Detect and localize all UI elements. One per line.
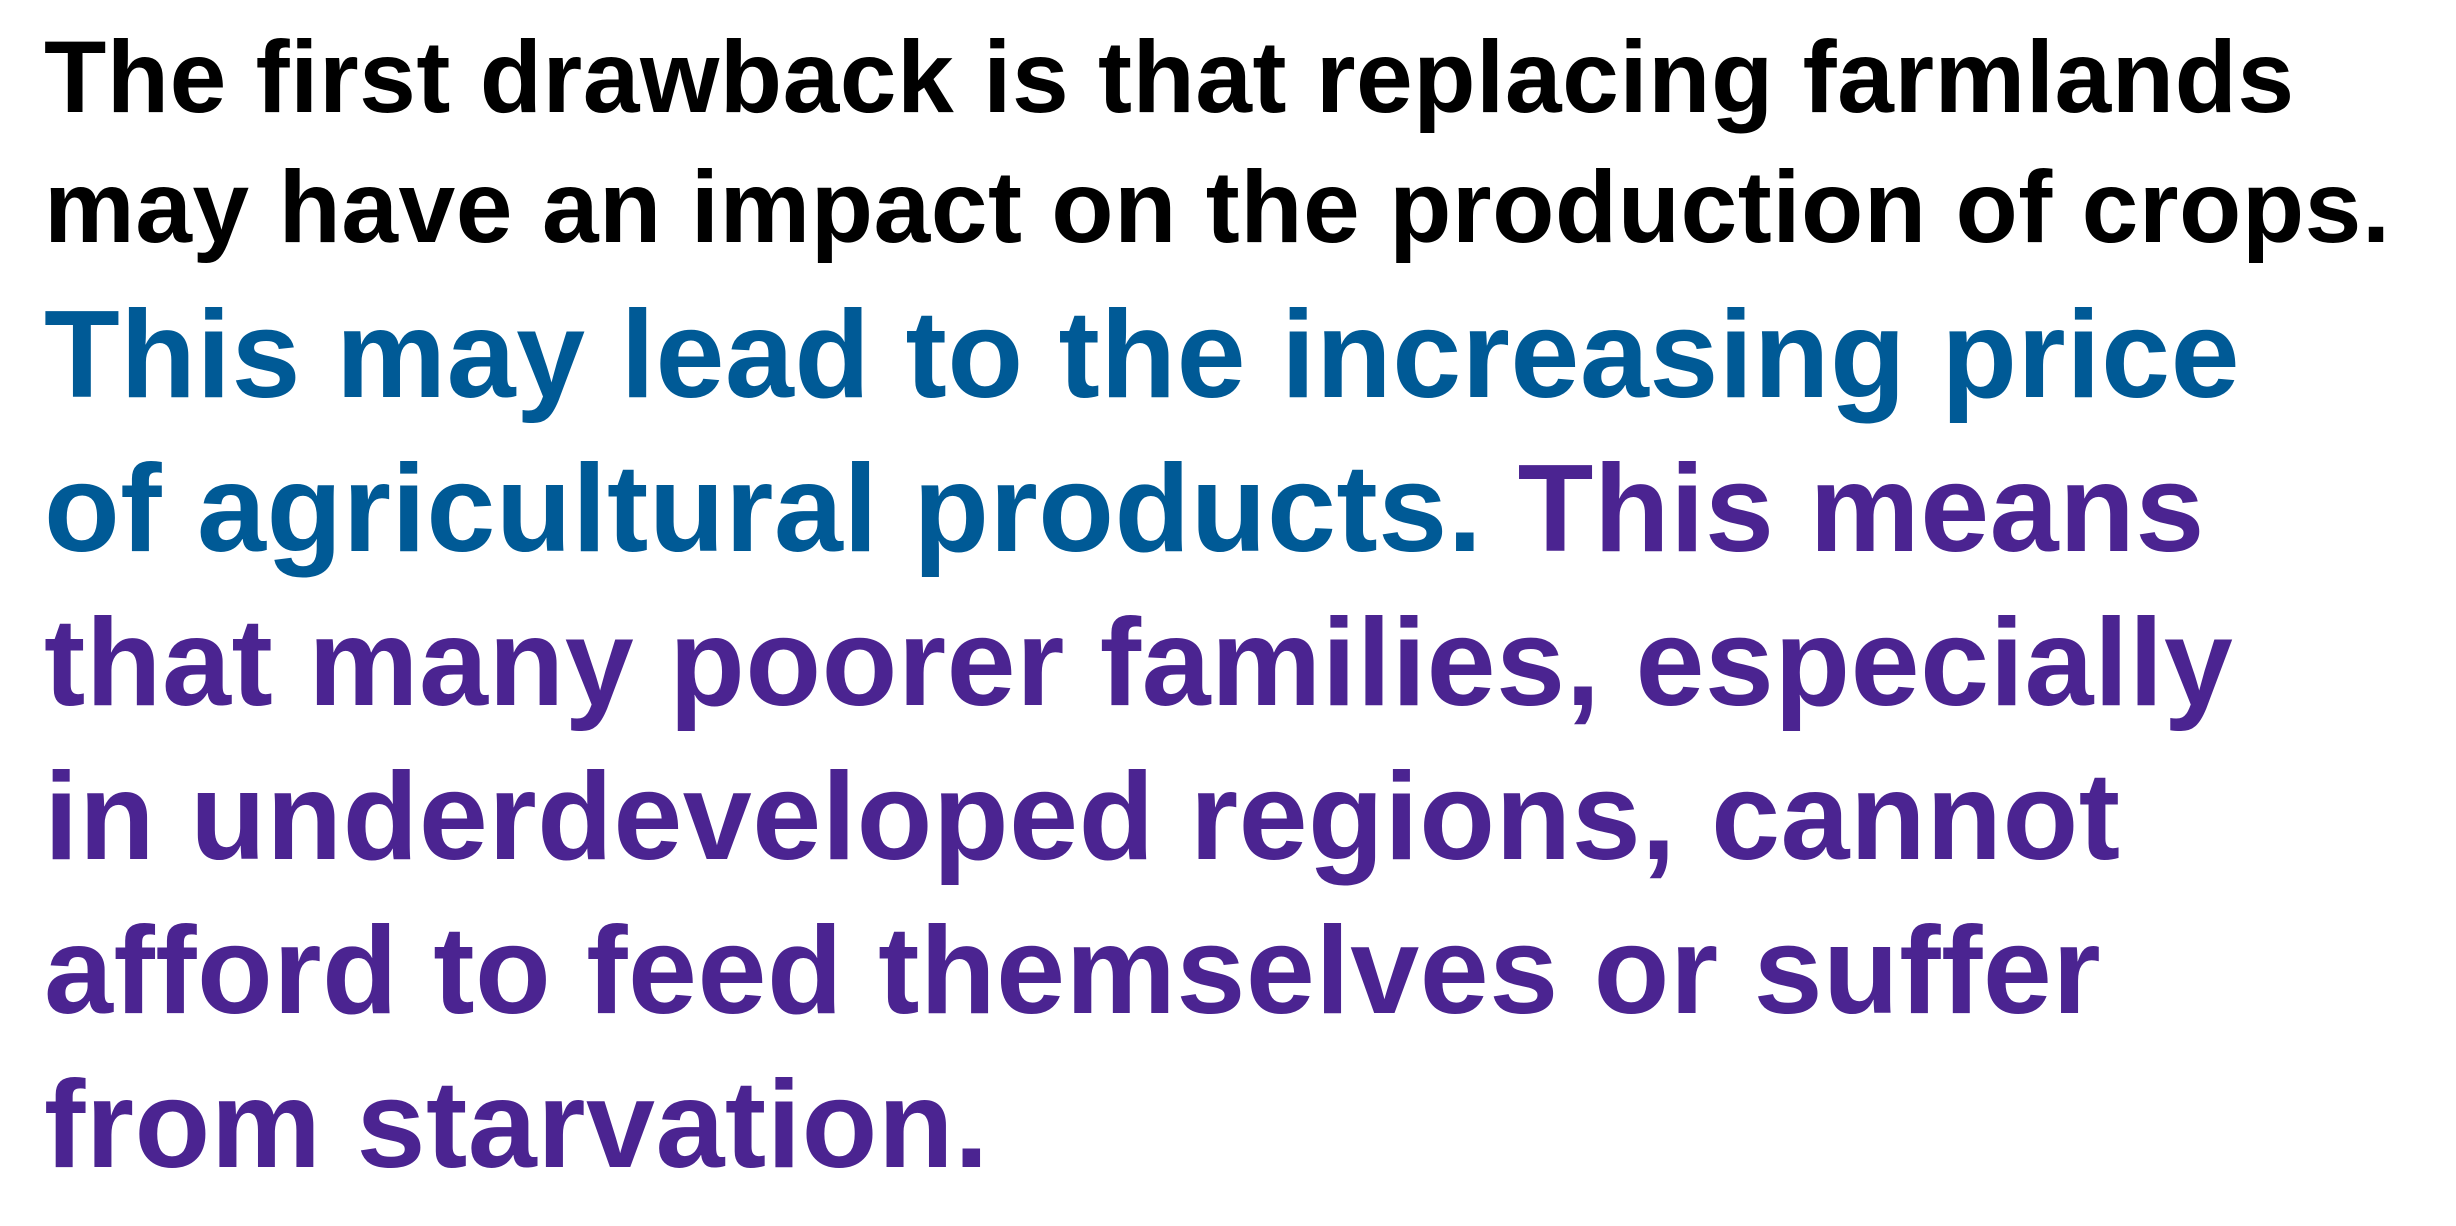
sentence-3-line-2: that many poorer families, especially <box>44 594 2234 732</box>
sentence-2-line-2: of agricultural products. <box>44 440 1518 578</box>
sentence-2-line-1: This may lead to the increasing price <box>44 286 2241 424</box>
essay-passage: The first drawback is that replacing far… <box>44 12 2444 1202</box>
sentence-3-line-5: from starvation. <box>44 1056 990 1194</box>
sentence-3-line-3: in underdeveloped regions, cannot <box>44 748 2121 886</box>
sentence-1-line-1: The first drawback is that replacing far… <box>44 20 2295 134</box>
sentence-3-line-4: afford to feed themselves or suffer <box>44 902 2102 1040</box>
sentence-3-line-1: This means <box>1517 440 2205 578</box>
mixed-line: of agricultural products. This means <box>44 432 2444 586</box>
sentence-1-line-2: may have an impact on the production of … <box>44 150 2391 264</box>
